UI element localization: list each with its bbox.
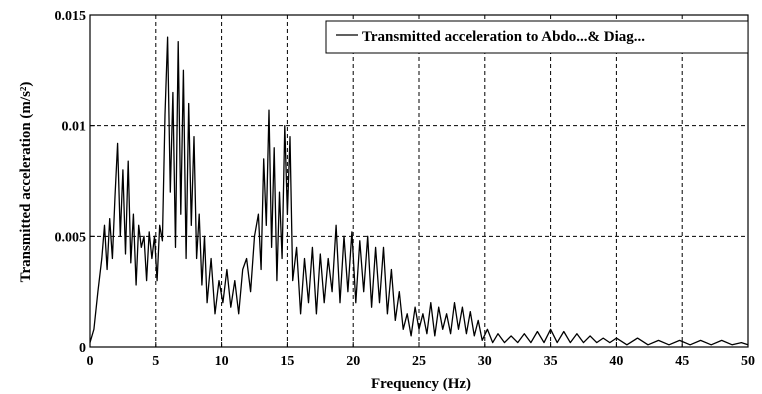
x-tick-label: 35 xyxy=(544,354,558,369)
x-tick-label: 10 xyxy=(215,354,229,369)
x-axis-label: Frequency (Hz) xyxy=(371,376,471,392)
x-tick-label: 50 xyxy=(741,354,755,369)
x-tick-label: 40 xyxy=(609,354,623,369)
x-tick-label: 25 xyxy=(412,354,426,369)
x-axis-ticks: 0 5 10 15 20 25 30 35 40 45 50 xyxy=(87,342,755,369)
plot-frame xyxy=(89,14,749,348)
y-tick-label: 0.005 xyxy=(55,230,87,245)
legend: Transmitted acceleration to Abdo...& Dia… xyxy=(325,20,749,54)
x-tick-label: 15 xyxy=(280,354,294,369)
y-tick-label: 0.015 xyxy=(55,9,87,24)
legend-series-label: Transmitted acceleration to Abdo...& Dia… xyxy=(362,29,645,45)
series-line xyxy=(89,36,749,346)
x-tick-label: 0 xyxy=(87,354,94,369)
y-axis-ticks: 0 0.005 0.01 0.015 xyxy=(55,9,95,356)
x-tick-label: 20 xyxy=(346,354,360,369)
x-tick-label: 5 xyxy=(152,354,159,369)
y-tick-label: 0 xyxy=(79,341,86,356)
x-tick-label: 30 xyxy=(478,354,492,369)
series-layer xyxy=(89,36,749,346)
legend-box xyxy=(325,20,749,54)
x-tick-label: 45 xyxy=(675,354,689,369)
y-axis-label: Transmitted acceleration (m/s²) xyxy=(18,82,34,283)
y-tick-label: 0.01 xyxy=(62,120,87,135)
